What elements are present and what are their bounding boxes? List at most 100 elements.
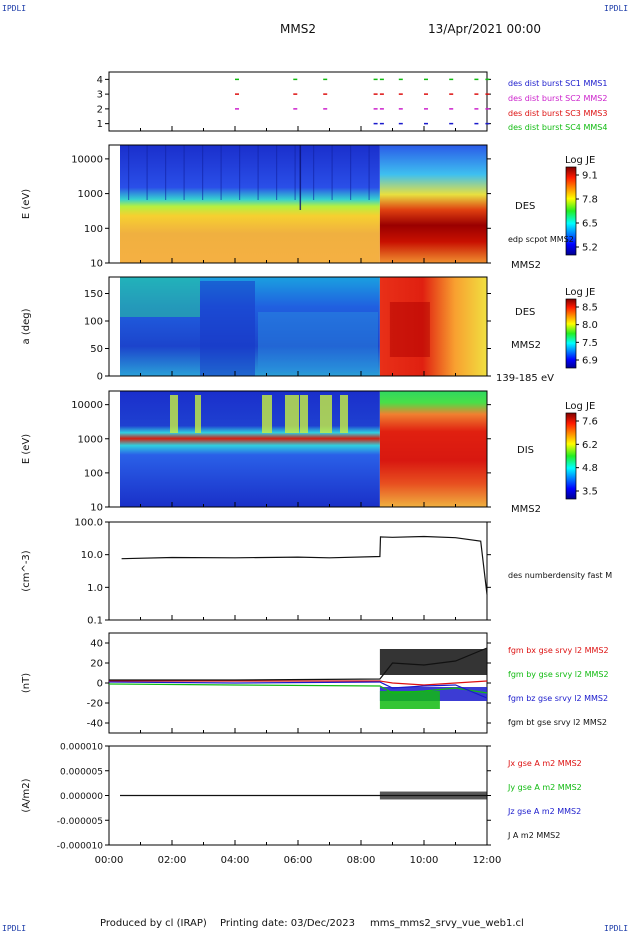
panel-3-colorbar-title: Log JE bbox=[565, 287, 595, 298]
panel-4-spectrogram-left bbox=[120, 391, 380, 507]
panel-1-ytick-label: 2 bbox=[97, 104, 103, 115]
panel-7-ytick-label: 0.000000 bbox=[60, 792, 103, 802]
panel-2-streak bbox=[165, 145, 167, 200]
panel-3-colorbar-label: 6.9 bbox=[582, 356, 598, 367]
panel-3-right-label: 139-185 eV bbox=[496, 373, 554, 384]
panel-3-ytick-label: 50 bbox=[90, 344, 103, 355]
panel-2-streak bbox=[220, 145, 222, 200]
panel-2-streak bbox=[368, 145, 370, 200]
panel-3-ytick-label: 150 bbox=[84, 289, 103, 300]
panel-7-ytick-label: 0.000005 bbox=[60, 767, 103, 777]
panel-1-legend-entry: des dist burst SC3 MMS3 bbox=[508, 109, 607, 118]
spacecraft-title: MMS2 bbox=[280, 22, 316, 36]
panel-3-ytick-label: 100 bbox=[84, 317, 103, 328]
panel-2-right-label: edp scpot MMS2 bbox=[508, 235, 574, 244]
panel-2-colorbar bbox=[565, 166, 577, 256]
panel-1-ytick-label: 3 bbox=[97, 90, 103, 101]
panel-2-streak bbox=[294, 145, 296, 200]
panel-4-colorbar-label: 3.5 bbox=[582, 487, 598, 498]
panel-7-legend-entry: J A m2 MMS2 bbox=[507, 831, 560, 840]
panel-4-burst bbox=[170, 395, 178, 433]
panel-1-legend-entry: des dist burst SC1 MMS1 bbox=[508, 79, 607, 88]
panel-2-streak bbox=[202, 145, 204, 200]
panel-2-ytick-label: 10 bbox=[90, 259, 103, 270]
panel-4-burst bbox=[285, 395, 299, 433]
corner-label-bl: IPDLI bbox=[2, 924, 27, 933]
panel-3-patch bbox=[120, 277, 200, 317]
panel-5-ytick-label: 1.0 bbox=[87, 583, 103, 594]
panel-2-colorbar-label: 9.1 bbox=[582, 171, 598, 182]
panel-4-burst bbox=[262, 395, 272, 433]
panel-3-colorbar-label: 8.5 bbox=[582, 303, 598, 314]
panel-2-streak bbox=[350, 145, 352, 200]
corner-label-tr: IPDLI bbox=[604, 4, 629, 13]
panel-2-streak bbox=[257, 145, 259, 200]
panel-3-colorbar bbox=[565, 298, 577, 369]
corner-label-tl: IPDLI bbox=[2, 4, 27, 13]
panel-4-ytick-label: 100 bbox=[84, 468, 103, 479]
panel-6-ytick-label: -20 bbox=[87, 699, 103, 710]
panel-2-right-label: DES bbox=[515, 201, 535, 212]
panel-5-ytick-label: 0.1 bbox=[87, 616, 103, 627]
panel-3-colorbar-label: 8.0 bbox=[582, 320, 598, 331]
panel-7-ytick-label: -0.000010 bbox=[57, 842, 103, 852]
panel-2-streak bbox=[276, 145, 278, 200]
panel-3-patch bbox=[258, 312, 378, 372]
panel-6-ytick-label: 0 bbox=[97, 679, 103, 690]
panel-4-ytick-label: 10 bbox=[90, 503, 103, 514]
panel-2-ylabel: E (eV) bbox=[21, 189, 32, 219]
xaxis-tick-label: 02:00 bbox=[158, 855, 187, 866]
xaxis-tick-label: 08:00 bbox=[347, 855, 376, 866]
panel-7-ytick-label: -0.000005 bbox=[57, 817, 103, 827]
bt-noise-band bbox=[379, 649, 487, 675]
panel-4-burst bbox=[320, 395, 332, 433]
panel-2-streak bbox=[239, 145, 241, 200]
panel-4-colorbar-label: 4.8 bbox=[582, 463, 598, 474]
panel-6-ylabel: (nT) bbox=[21, 673, 32, 693]
panel-3-patch bbox=[389, 302, 430, 357]
panel-4-burst bbox=[195, 395, 201, 433]
footer-printing-date: Printing date: 03/Dec/2023 bbox=[220, 918, 356, 929]
panel-4-colorbar-title: Log JE bbox=[565, 401, 595, 412]
current-noise-band bbox=[379, 791, 487, 800]
panel-7-legend-entry: Jx gse A m2 MMS2 bbox=[507, 759, 582, 768]
panel-6-legend-entry: fgm by gse srvy l2 MMS2 bbox=[508, 670, 609, 679]
panel-6-ytick-label: -40 bbox=[87, 719, 103, 730]
footer-filename: mms_mms2_srvy_vue_web1.cl bbox=[370, 918, 524, 929]
panel-4-burst bbox=[300, 395, 308, 433]
panel-3-ylabel: a (deg) bbox=[21, 308, 32, 344]
panel-2-colorbar-label: 6.5 bbox=[582, 219, 598, 230]
panel-3-ytick-label: 0 bbox=[97, 372, 103, 383]
panel-6-ytick-label: 20 bbox=[90, 659, 103, 670]
panel-2-colorbar-title: Log JE bbox=[565, 155, 595, 166]
panel-2-ytick-label: 100 bbox=[84, 224, 103, 235]
by-noise-band bbox=[379, 691, 440, 709]
panel-5-ytick-label: 10.0 bbox=[81, 550, 103, 561]
xaxis-tick-label: 12:00 bbox=[473, 855, 502, 866]
xaxis-tick-label: 10:00 bbox=[410, 855, 439, 866]
panel-2-streak bbox=[299, 145, 302, 210]
panel-4-colorbar-label: 7.6 bbox=[582, 417, 598, 428]
panel-1-ytick-label: 1 bbox=[97, 119, 103, 130]
panel-7-legend-entry: Jz gse A m2 MMS2 bbox=[507, 807, 581, 816]
date-title: 13/Apr/2021 00:00 bbox=[428, 22, 542, 36]
panel-6-ytick-label: 40 bbox=[90, 639, 103, 650]
panel-2-colorbar-label: 7.8 bbox=[582, 195, 598, 206]
panel-5-legend-entry: des numberdensity fast M bbox=[508, 571, 612, 580]
xaxis-tick-label: 00:00 bbox=[95, 855, 124, 866]
panel-7-ylabel: (A/m2) bbox=[21, 778, 32, 812]
bfield-series-line bbox=[108, 683, 488, 694]
panel-2-streak bbox=[313, 145, 315, 200]
panel-2-ytick-label: 1000 bbox=[78, 189, 103, 200]
panel-1-frame bbox=[108, 71, 488, 132]
panel-7-legend-entry: Jy gse A m2 MMS2 bbox=[507, 783, 582, 792]
panel-7-ytick-label: 0.000010 bbox=[60, 743, 103, 753]
xaxis-tick-label: 04:00 bbox=[221, 855, 250, 866]
panel-5-ylabel: (cm^-3) bbox=[21, 550, 32, 591]
panel-2-ytick-label: 10000 bbox=[71, 154, 103, 165]
panel-6-legend-entry: fgm bz gse srvy l2 MMS2 bbox=[508, 694, 608, 703]
panel-6-legend-entry: fgm bt gse srvy l2 MMS2 bbox=[508, 718, 607, 727]
panel-1-ytick-label: 4 bbox=[97, 75, 103, 86]
footer-produced: Produced by cl (IRAP) bbox=[100, 918, 207, 929]
